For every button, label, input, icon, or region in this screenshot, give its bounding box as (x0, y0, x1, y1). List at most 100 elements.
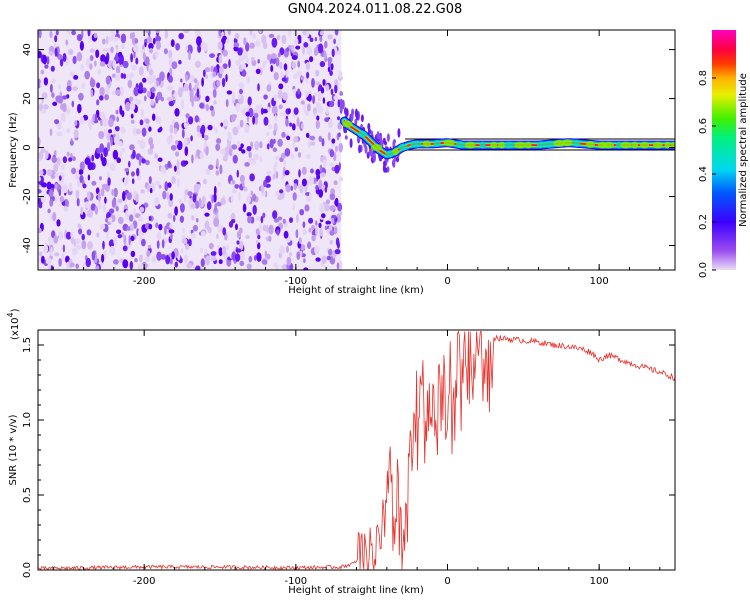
noise-blob (210, 251, 217, 256)
noise-blob (111, 198, 116, 208)
noise-blob (49, 128, 53, 136)
noise-blob (254, 116, 258, 125)
noise-blob (232, 126, 239, 136)
noise-blob (139, 139, 146, 150)
noise-blob (141, 127, 147, 137)
noise-blob (204, 212, 210, 217)
transition-blob (393, 139, 396, 144)
noise-blob (322, 79, 326, 86)
noise-blob (194, 30, 199, 36)
noise-blob (284, 148, 291, 157)
noise-blob (205, 95, 210, 103)
noise-blob (259, 66, 263, 76)
noise-blob (200, 41, 207, 50)
noise-blob (174, 165, 177, 172)
noise-blob (184, 46, 189, 52)
noise-blob (174, 206, 179, 216)
spectrogram-signal-band (337, 98, 675, 173)
noise-blob (307, 93, 312, 102)
transition-blob (367, 127, 371, 135)
noise-blob (136, 228, 139, 237)
noise-blob (99, 223, 106, 230)
noise-blob (38, 176, 41, 182)
noise-blob (241, 149, 246, 154)
noise-blob (111, 188, 115, 196)
noise-blob (165, 254, 171, 265)
noise-blob (325, 220, 332, 225)
noise-blob (60, 112, 66, 123)
noise-blob (262, 108, 269, 114)
noise-blob (132, 127, 138, 136)
noise-blob (188, 82, 192, 92)
noise-blob (308, 175, 314, 186)
noise-blob (232, 91, 236, 102)
snr-x-tick-label: -200 (133, 576, 156, 587)
noise-blob (54, 194, 58, 203)
noise-blob (38, 137, 41, 147)
noise-blob (167, 160, 171, 168)
signal-blob (639, 141, 650, 149)
noise-blob (131, 171, 135, 177)
noise-blob (191, 154, 194, 164)
noise-blob (138, 66, 144, 76)
noise-blob (325, 199, 330, 205)
noise-blob (318, 189, 324, 198)
noise-blob (260, 184, 265, 194)
noise-blob (65, 39, 69, 46)
noise-blob (74, 120, 78, 126)
noise-blob (106, 35, 109, 45)
noise-blob (311, 224, 315, 231)
noise-blob (89, 55, 94, 61)
noise-blob (209, 105, 214, 111)
noise-blob (329, 193, 336, 201)
noise-blob (168, 198, 174, 208)
noise-blob (75, 189, 80, 199)
noise-blob (216, 138, 222, 144)
noise-blob (130, 53, 134, 63)
noise-blob (71, 247, 78, 256)
noise-blob (319, 227, 324, 237)
noise-blob (158, 223, 163, 231)
noise-blob (245, 42, 250, 52)
noise-blob (199, 102, 205, 109)
noise-blob (135, 193, 139, 203)
noise-blob (139, 206, 145, 213)
noise-blob (313, 47, 319, 57)
noise-blob (68, 182, 73, 192)
noise-blob (61, 184, 68, 194)
signal-blob (652, 141, 663, 149)
noise-blob (75, 263, 79, 269)
noise-blob (300, 76, 305, 81)
noise-blob (197, 44, 202, 53)
noise-blob (241, 63, 247, 69)
noise-blob (216, 158, 219, 168)
noise-blob (98, 200, 102, 210)
colorbar-tick-label: 0.0 (698, 262, 709, 278)
noise-blob (79, 40, 84, 51)
noise-blob (296, 70, 302, 78)
noise-blob (314, 37, 318, 42)
colorbar-axis: 0.0 0.2 0.4 0.6 0.8 (698, 70, 716, 278)
noise-blob (303, 267, 309, 270)
noise-blob (138, 215, 143, 222)
noise-blob (240, 143, 244, 149)
noise-blob (246, 196, 251, 204)
noise-blob (50, 83, 53, 93)
noise-blob (99, 86, 105, 96)
noise-blob (87, 174, 91, 181)
noise-blob (289, 252, 292, 257)
noise-blob (155, 116, 162, 124)
noise-blob (241, 107, 247, 116)
noise-blob (298, 169, 301, 178)
noise-blob (230, 219, 236, 224)
noise-blob (170, 233, 173, 240)
transition-blob (339, 98, 343, 106)
noise-blob (142, 77, 147, 83)
noise-blob (107, 217, 113, 223)
noise-blob (233, 42, 240, 48)
noise-blob (306, 196, 310, 202)
signal-blob (479, 141, 486, 149)
noise-blob (119, 86, 124, 97)
